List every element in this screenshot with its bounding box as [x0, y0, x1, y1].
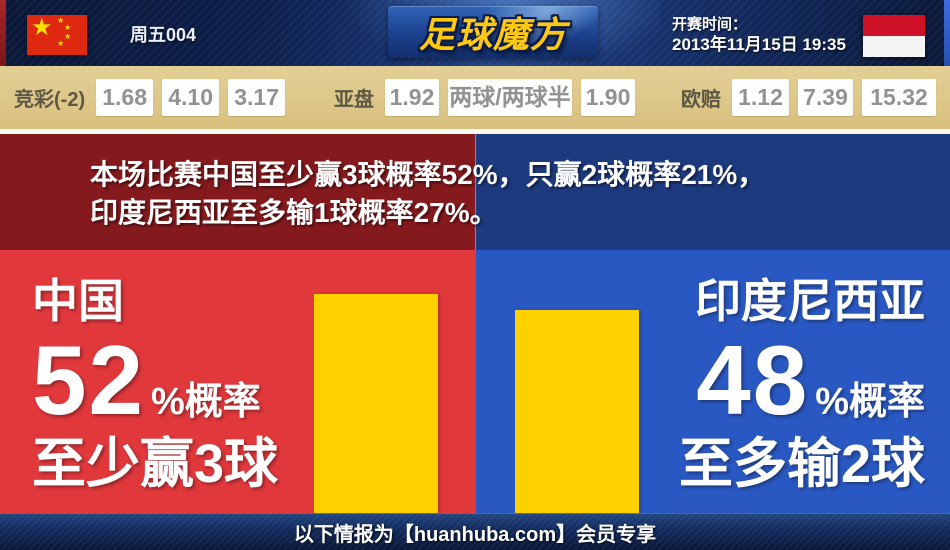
oupei-label: 欧赔 [681, 89, 721, 111]
home-outcome-label: 至少赢3球 [32, 434, 279, 494]
china-flag-small-star: ★ [57, 16, 65, 25]
home-percent-value: 52 [32, 325, 146, 435]
summary-away-background [476, 134, 950, 250]
away-outcome-label: 至多输2球 [678, 434, 925, 494]
odds-group-yapan: 亚盘 1.92 两球/两球半 1.90 [334, 66, 635, 129]
match-number-label: 周五004 [130, 25, 197, 45]
header: ★ ★ ★ ★ ★ 周五004 足球魔方 开赛时间： 2013年11月15日 1… [0, 0, 950, 80]
home-percent-row: 52 %概率 [32, 328, 278, 432]
oupei-odds-away: 15.32 [862, 79, 936, 116]
china-flag-big-star: ★ [31, 15, 53, 41]
odds-bar: 竞彩(-2) 1.68 4.10 3.17 亚盘 1.92 两球/两球半 1.9… [0, 66, 950, 129]
yapan-handicap: 两球/两球半 [448, 79, 572, 116]
oupei-odds-home: 1.12 [732, 79, 789, 116]
kickoff-time-label: 开赛时间： [672, 16, 748, 33]
probability-comparison: 中国 52 %概率 至少赢3球 印度尼西亚 48 %概率 至多输2球 [0, 250, 950, 513]
away-percent-row: 48 %概率 [679, 328, 925, 432]
jingcai-odds-away: 3.17 [228, 79, 286, 116]
site-logo-text: 足球魔方 [418, 14, 567, 55]
away-team-name: 印度尼西亚 [695, 275, 925, 327]
summary-text: 本场比赛中国至少赢3球概率52%，只赢2球概率21%， 印度尼西亚至多输1球概率… [90, 156, 930, 232]
kickoff-time-block: 开赛时间： 2013年11月15日 19:35 [672, 15, 846, 56]
jingcai-label: 竞彩(-2) [14, 89, 86, 111]
left-red-edge-strip [0, 0, 6, 66]
odds-group-oupei: 欧赔 1.12 7.39 15.32 [681, 66, 936, 129]
right-blue-edge-strip [944, 0, 950, 66]
yapan-odds-home: 1.92 [385, 79, 439, 116]
china-flag-small-star: ★ [64, 32, 72, 41]
indonesia-flag-red [863, 15, 925, 36]
away-percent-unit: %概率 [815, 381, 925, 423]
away-probability-bar [515, 310, 639, 513]
away-team-block: 印度尼西亚 48 %概率 至多输2球 [679, 274, 925, 494]
indonesia-flag-icon [862, 14, 926, 58]
footer-hatch-pattern [0, 514, 950, 550]
yapan-label: 亚盘 [334, 89, 374, 111]
kickoff-time-value: 2013年11月15日 19:35 [672, 35, 846, 54]
indonesia-flag-white [863, 36, 925, 57]
home-team-name: 中国 [32, 275, 124, 327]
summary-line-2: 印度尼西亚至多输1球概率27%。 [90, 197, 498, 228]
oupei-odds-draw: 7.39 [798, 79, 853, 116]
away-percent-value: 48 [696, 325, 810, 435]
odds-group-jingcai: 竞彩(-2) 1.68 4.10 3.17 [14, 66, 286, 129]
home-probability-bar [314, 294, 438, 513]
footer: 以下情报为【huanhuba.com】会员专享 [0, 513, 950, 550]
china-flag-small-star: ★ [64, 23, 72, 32]
summary-split-line [475, 134, 476, 250]
home-team-block: 中国 52 %概率 至少赢3球 [32, 274, 278, 494]
summary-line-1: 本场比赛中国至少赢3球概率52%，只赢2球概率21%， [90, 159, 766, 190]
summary-home-background [0, 134, 476, 250]
footer-member-notice: 以下情报为【huanhuba.com】会员专享 [293, 523, 657, 546]
china-flag-small-star: ★ [57, 39, 65, 48]
jingcai-odds-draw: 4.10 [162, 79, 220, 116]
site-logo: 足球魔方 [388, 6, 598, 58]
home-percent-unit: %概率 [151, 381, 261, 423]
odds-bar-underline [0, 129, 950, 134]
summary-banner: 本场比赛中国至少赢3球概率52%，只赢2球概率21%， 印度尼西亚至多输1球概率… [0, 134, 950, 250]
yapan-odds-away: 1.90 [581, 79, 635, 116]
china-flag-icon: ★ ★ ★ ★ ★ [27, 15, 87, 55]
jingcai-odds-home: 1.68 [96, 79, 154, 116]
